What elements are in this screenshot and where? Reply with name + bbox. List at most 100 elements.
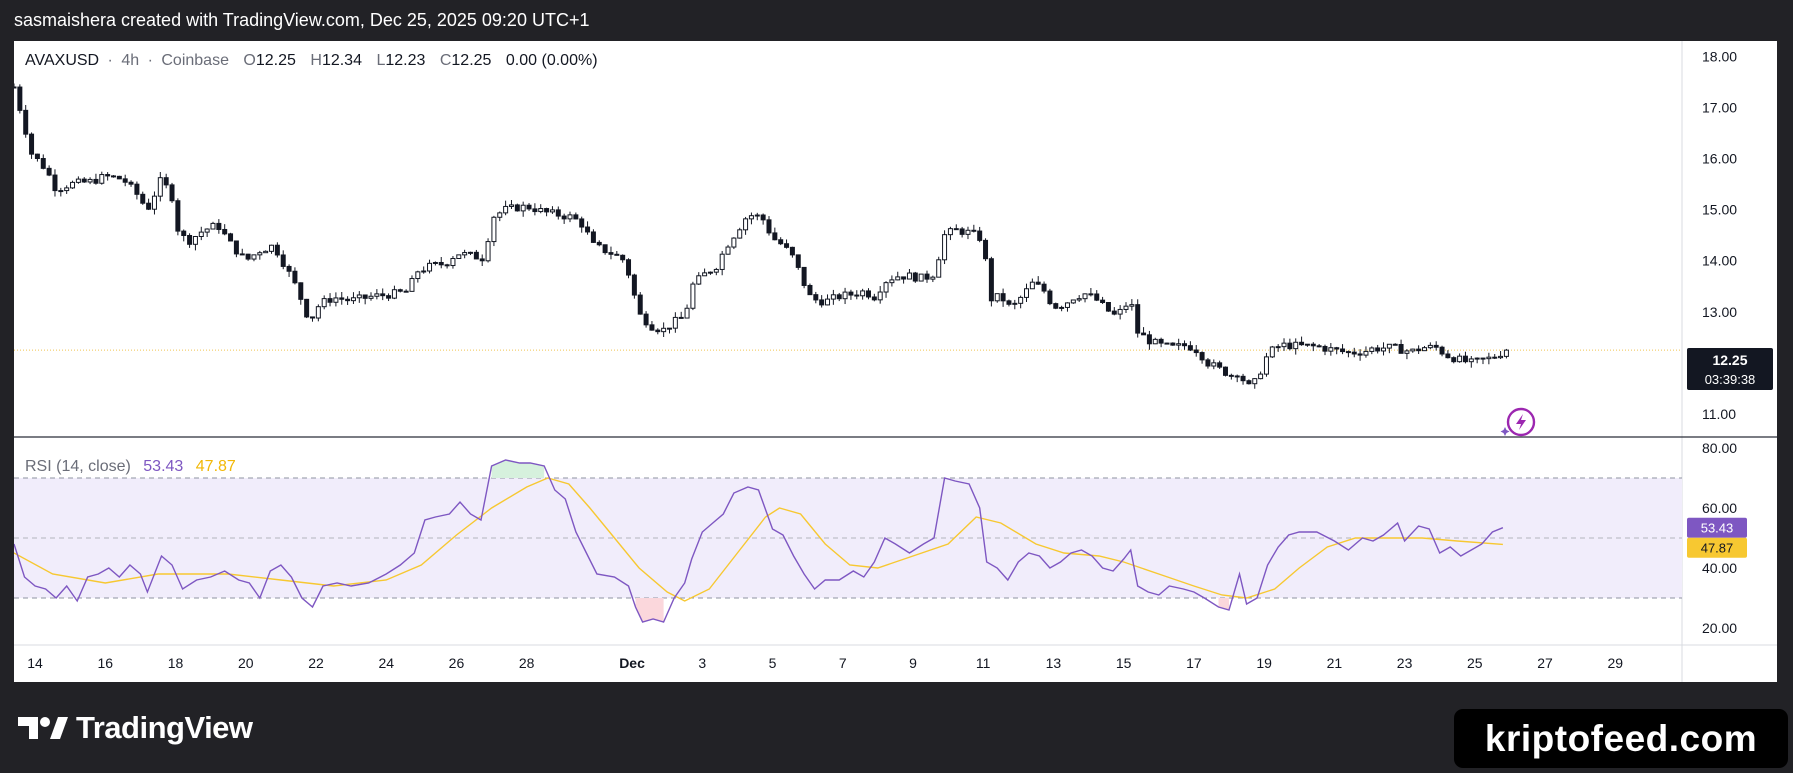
candle-body [1064, 302, 1070, 308]
candle-body [813, 294, 819, 301]
candle-body [719, 253, 725, 270]
rsi-overbought-fill [491, 460, 545, 478]
price-tick-label: 13.00 [1702, 304, 1737, 320]
candle-body [877, 291, 883, 301]
candle-body [865, 290, 871, 298]
candle-body [1386, 343, 1392, 349]
candle-body [204, 228, 210, 233]
candle-body [34, 153, 40, 160]
candle-body [906, 272, 912, 280]
candle-body [526, 204, 532, 210]
candle-body [1135, 304, 1141, 334]
candle-body [684, 307, 690, 319]
candle-body [754, 214, 760, 217]
legend-high: 12.34 [322, 52, 362, 69]
candle-body [942, 234, 948, 261]
rsi-tick-label: 60.00 [1702, 500, 1737, 516]
candle-body [163, 177, 169, 186]
candle-body [415, 271, 421, 280]
legend-close: 12.25 [451, 52, 491, 69]
candle-body [105, 174, 111, 177]
candle-body [93, 178, 99, 184]
candle-body [58, 190, 64, 193]
time-axis[interactable]: 14 16 18 20 22 24 26 28 Dec 3 5 7 9 11 13 15 17 19 21 23 25 2… [27, 655, 1623, 671]
legend-change: 0.00 (0.00%) [506, 52, 598, 69]
candle-body [801, 266, 807, 286]
candle-body [795, 254, 801, 268]
candle-body [789, 246, 795, 256]
rsi-legend-ma: 47.87 [196, 458, 236, 475]
candle-body [1146, 334, 1152, 345]
candle-body [169, 184, 175, 202]
candle-body [491, 216, 497, 243]
rsi-axis[interactable]: 80.00 60.00 40.00 20.00 [1702, 440, 1737, 636]
candle-body [1480, 357, 1486, 360]
price-axis[interactable]: 18.00 17.00 16.00 15.00 14.00 13.00 11.00 [1702, 48, 1737, 422]
candle-body [1269, 346, 1275, 358]
candle-body [1006, 300, 1012, 305]
candle-body [444, 264, 450, 267]
time-tick-label: 15 [1116, 655, 1132, 671]
candle-body [637, 294, 643, 315]
candle-body [1427, 344, 1433, 349]
legend-separator: · [148, 52, 153, 69]
candle-body [146, 202, 152, 210]
candle-body [1310, 343, 1316, 347]
time-tick-label: Dec [619, 655, 645, 671]
candle-body [696, 275, 702, 285]
candle-body [666, 327, 672, 330]
candle-body [368, 295, 374, 299]
legend-symbol: AVAXUSD [25, 52, 99, 69]
candle-body [1029, 281, 1035, 290]
candle-body [702, 272, 708, 277]
candle-body [1421, 347, 1427, 352]
time-tick-label: 16 [98, 655, 114, 671]
candle-body [473, 251, 479, 260]
candle-body [1433, 344, 1439, 348]
chart-container[interactable]: 18.00 17.00 16.00 15.00 14.00 13.00 11.00 80.0… [11, 41, 1777, 682]
candle-body [661, 327, 667, 333]
candlestick-chart[interactable]: 18.00 17.00 16.00 15.00 14.00 13.00 11.00 80.0… [11, 41, 1777, 682]
rsi-legend-value: 53.43 [143, 458, 183, 475]
rsi-oversold-fill [635, 598, 1229, 622]
candle-body [391, 289, 397, 299]
tradingview-logo[interactable]: TradingView [18, 710, 253, 746]
candle-body [596, 241, 602, 246]
lightning-icon[interactable] [1500, 407, 1536, 437]
candle-body [1176, 343, 1182, 346]
candle-body [17, 86, 23, 111]
candle-body [1123, 305, 1129, 310]
candle-body [350, 297, 356, 302]
candle-body [848, 291, 854, 296]
candle-body [965, 229, 971, 235]
candle-body [210, 222, 216, 230]
candle-body [889, 279, 895, 284]
rsi-tick-label: 80.00 [1702, 440, 1737, 456]
candle-body [1199, 352, 1205, 361]
candle-body [222, 228, 228, 235]
symbol-legend[interactable]: AVAXUSD · 4h · Coinbase O12.25 H12.34 L1… [25, 52, 598, 69]
candle-body [532, 208, 538, 213]
candle-body [70, 181, 76, 189]
rsi-legend[interactable]: RSI (14, close) 53.43 47.87 [25, 458, 236, 475]
candle-body [590, 231, 596, 243]
candle-body [23, 109, 29, 135]
candle-body [1468, 358, 1474, 363]
candle-body [81, 178, 87, 183]
candle-body [614, 253, 620, 256]
candle-body [438, 261, 444, 266]
candle-body [1322, 345, 1328, 352]
candle-body [643, 313, 649, 326]
candle-body [1141, 332, 1147, 336]
candle-body [1293, 341, 1299, 350]
candle-body [333, 297, 339, 303]
candle-body [362, 294, 368, 299]
candle-body [819, 299, 825, 306]
candle-body [508, 204, 514, 207]
candle-body [1404, 350, 1410, 354]
candle-body [994, 293, 1000, 302]
candle-body [585, 226, 591, 233]
candle-body [860, 290, 866, 297]
candle-body [1304, 343, 1310, 346]
candle-body [1492, 356, 1498, 359]
